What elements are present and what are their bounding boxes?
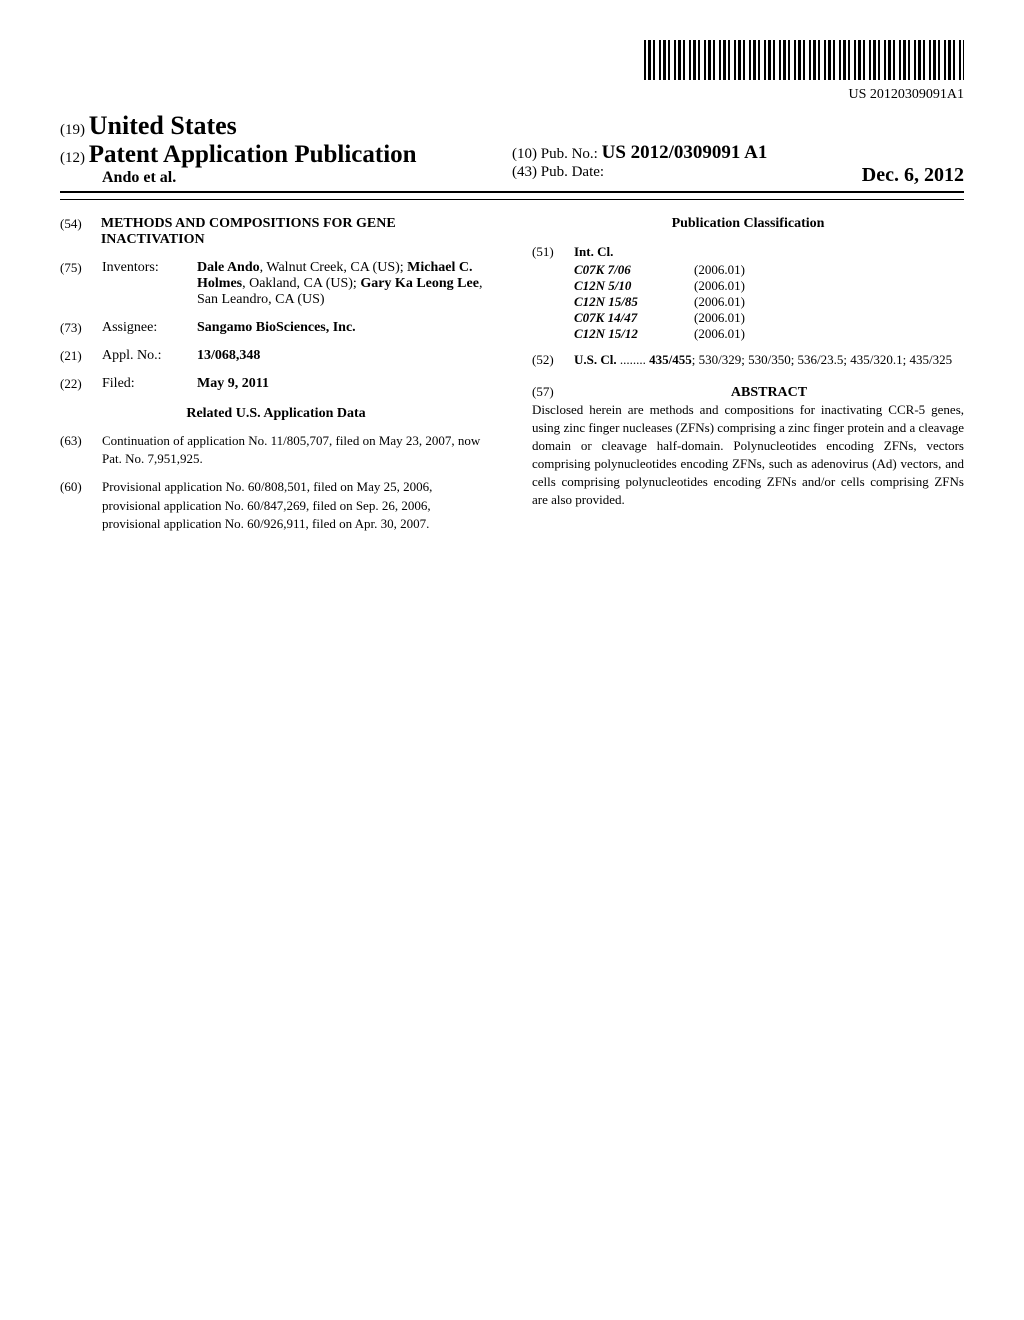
barcode-area: US 20120309091A1: [60, 40, 964, 103]
num-21: (21): [60, 348, 102, 364]
int-cl-row-1: C12N 5/10 (2006.01): [574, 278, 964, 294]
num-43: (43): [512, 164, 537, 180]
inventors-value: Dale Ando, Walnut Creek, CA (US); Michae…: [197, 260, 492, 308]
inventor-loc-0: , Walnut Creek, CA (US);: [260, 260, 408, 275]
pub-type: Patent Application Publication: [89, 141, 417, 168]
int-cl-code-4: C12N 15/12: [574, 326, 694, 342]
inventor-name-0: Dale Ando: [197, 260, 260, 275]
filed-label: Filed:: [102, 376, 197, 392]
pub-no-label: Pub. No.:: [541, 146, 598, 162]
related-63: (63) Continuation of application No. 11/…: [60, 432, 492, 468]
int-cl-code-0: C07K 7/06: [574, 262, 694, 278]
us-cl-body: U.S. Cl. ........ 435/455; 530/329; 530/…: [574, 352, 964, 368]
num-75: (75): [60, 260, 102, 276]
us-cl-label: U.S. Cl.: [574, 352, 617, 367]
num-10: (10): [512, 146, 537, 162]
assignee-value: Sangamo BioSciences, Inc.: [197, 320, 492, 336]
pub-no: US 2012/0309091 A1: [602, 142, 768, 163]
assignee-row: (73) Assignee: Sangamo BioSciences, Inc.: [60, 320, 492, 336]
filed-row: (22) Filed: May 9, 2011: [60, 376, 492, 392]
inventors-label: Inventors:: [102, 260, 197, 276]
int-cl-row-2: C12N 15/85 (2006.01): [574, 294, 964, 310]
num-19: (19): [60, 122, 85, 138]
divider: [60, 199, 964, 200]
int-cl-year-2: (2006.01): [694, 294, 964, 310]
header-row: (19) United States (12) Patent Applicati…: [60, 111, 964, 193]
header-left: (19) United States (12) Patent Applicati…: [60, 111, 512, 187]
filed-value: May 9, 2011: [197, 376, 492, 392]
authors-line: Ando et al.: [102, 169, 512, 187]
int-cl-table: C07K 7/06 (2006.01) C12N 5/10 (2006.01) …: [574, 262, 964, 342]
us-cl-rest: ; 530/329; 530/350; 536/23.5; 435/320.1;…: [692, 352, 952, 367]
related-header: Related U.S. Application Data: [60, 406, 492, 422]
num-60: (60): [60, 478, 102, 533]
int-cl-code-3: C07K 14/47: [574, 310, 694, 326]
us-cl-row: (52) U.S. Cl. ........ 435/455; 530/329;…: [532, 352, 964, 368]
left-column: (54) METHODS AND COMPOSITIONS FOR GENE I…: [60, 216, 492, 543]
applno-row: (21) Appl. No.: 13/068,348: [60, 348, 492, 364]
abstract-num-row: (57) ABSTRACT: [532, 384, 964, 401]
related-63-text: Continuation of application No. 11/805,7…: [102, 432, 492, 468]
related-60: (60) Provisional application No. 60/808,…: [60, 478, 492, 533]
num-52: (52): [532, 352, 574, 368]
pub-type-line: (12) Patent Application Publication: [60, 141, 512, 169]
barcode-graphic: [644, 40, 964, 80]
country-name: United States: [89, 111, 237, 140]
num-22: (22): [60, 376, 102, 392]
pub-date-label: Pub. Date:: [541, 164, 604, 180]
assignee-label: Assignee:: [102, 320, 197, 336]
inventor-name-2: Gary Ka Leong Lee: [360, 276, 479, 291]
int-cl-label: Int. Cl.: [574, 242, 634, 262]
title-row: (54) METHODS AND COMPOSITIONS FOR GENE I…: [60, 216, 492, 248]
country-line: (19) United States: [60, 111, 512, 141]
int-cl-code-1: C12N 5/10: [574, 278, 694, 294]
title-value: METHODS AND COMPOSITIONS FOR GENE INACTI…: [101, 216, 492, 248]
num-57: (57): [532, 384, 574, 401]
pub-date: Dec. 6, 2012: [862, 164, 964, 187]
classification-header: Publication Classification: [532, 216, 964, 232]
pub-no-line: (10) Pub. No.: US 2012/0309091 A1: [512, 142, 964, 164]
int-cl-year-4: (2006.01): [694, 326, 964, 342]
us-cl-dots: ........: [617, 352, 650, 367]
applno-label: Appl. No.:: [102, 348, 197, 364]
int-cl-row-4: C12N 15/12 (2006.01): [574, 326, 964, 342]
num-54: (54): [60, 216, 101, 232]
right-column: Publication Classification (51) Int. Cl.…: [532, 216, 964, 543]
int-cl-year-3: (2006.01): [694, 310, 964, 326]
related-60-text: Provisional application No. 60/808,501, …: [102, 478, 492, 533]
us-cl-bold: 435/455: [649, 352, 692, 367]
inventors-row: (75) Inventors: Dale Ando, Walnut Creek,…: [60, 260, 492, 308]
abstract-text: Disclosed herein are methods and composi…: [532, 401, 964, 510]
abstract-header: ABSTRACT: [731, 385, 807, 400]
num-73: (73): [60, 320, 102, 336]
header-right: (10) Pub. No.: US 2012/0309091 A1 (43) P…: [512, 142, 964, 187]
int-cl-row-3: C07K 14/47 (2006.01): [574, 310, 964, 326]
num-51: (51): [532, 242, 574, 262]
num-63: (63): [60, 432, 102, 468]
two-column-body: (54) METHODS AND COMPOSITIONS FOR GENE I…: [60, 216, 964, 543]
int-cl-year-1: (2006.01): [694, 278, 964, 294]
int-cl-year-0: (2006.01): [694, 262, 964, 278]
num-12: (12): [60, 150, 85, 166]
barcode-text: US 20120309091A1: [60, 87, 964, 103]
pub-date-line: (43) Pub. Date: Dec. 6, 2012: [512, 164, 964, 181]
int-cl-row: (51) Int. Cl.: [532, 242, 964, 262]
applno-value: 13/068,348: [197, 348, 492, 364]
int-cl-code-2: C12N 15/85: [574, 294, 694, 310]
inventor-loc-1: , Oakland, CA (US);: [242, 276, 360, 291]
int-cl-row-0: C07K 7/06 (2006.01): [574, 262, 964, 278]
